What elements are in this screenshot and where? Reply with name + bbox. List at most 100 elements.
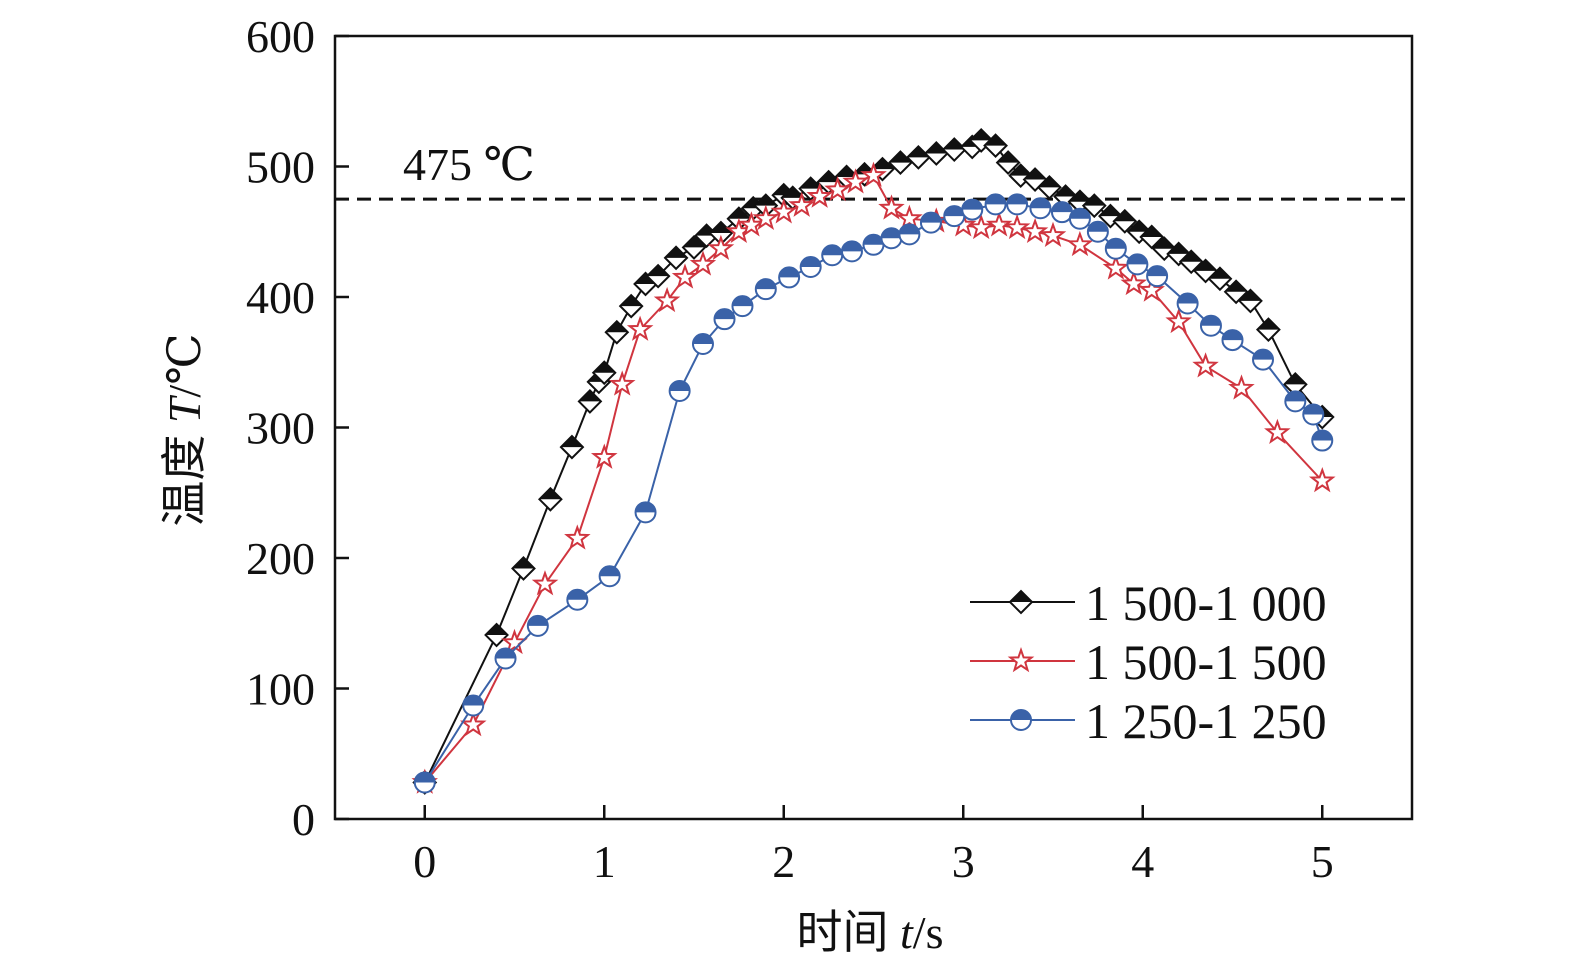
- data-point: [707, 234, 735, 260]
- data-point: [788, 191, 816, 217]
- y-tick-label: 0: [292, 794, 315, 845]
- data-point: [559, 434, 585, 460]
- data-point: [984, 193, 1007, 216]
- y-tick-label: 300: [246, 403, 315, 454]
- data-point: [842, 168, 869, 194]
- data-point: [860, 161, 887, 187]
- data-point: [1138, 276, 1165, 302]
- data-point: [806, 182, 833, 208]
- data-point: [501, 628, 528, 655]
- data-point: [484, 622, 509, 648]
- y-axis-label-var: T: [159, 394, 210, 423]
- data-point: [1102, 254, 1130, 280]
- data-point: [526, 614, 549, 637]
- data-point: [1007, 646, 1035, 673]
- x-tick-label: 4: [1131, 836, 1154, 887]
- data-point: [1120, 269, 1147, 296]
- data-point: [834, 164, 859, 190]
- data-point: [1008, 589, 1034, 615]
- legend-label: 1 500-1 500: [1085, 634, 1327, 690]
- data-point: [460, 711, 487, 737]
- legend-item: 1 500-1 000: [970, 575, 1327, 631]
- data-point: [1112, 208, 1138, 234]
- y-tick-label: 100: [246, 664, 315, 715]
- x-tick-label: 2: [772, 836, 795, 887]
- data-point: [821, 244, 844, 267]
- data-point: [967, 213, 995, 240]
- data-point: [591, 360, 617, 386]
- x-tick-label: 3: [952, 836, 975, 887]
- data-point: [1311, 429, 1334, 452]
- data-point: [799, 255, 822, 278]
- y-axis-label-prefix: 温度: [159, 423, 210, 527]
- data-point: [608, 370, 636, 396]
- x-axis-label-var: t: [900, 907, 914, 958]
- data-point: [537, 486, 563, 512]
- legend-item: 1 500-1 500: [970, 634, 1327, 690]
- data-point: [511, 556, 536, 581]
- data-point: [778, 266, 801, 289]
- data-point: [1308, 467, 1336, 493]
- data-point: [413, 771, 436, 794]
- data-point: [1207, 266, 1233, 292]
- data-point: [878, 194, 905, 220]
- data-point: [462, 694, 485, 717]
- data-point: [961, 198, 984, 221]
- x-tick-label: 5: [1311, 836, 1334, 887]
- data-point: [604, 319, 630, 345]
- series-1500-1500: [411, 161, 1336, 794]
- data-point: [898, 223, 921, 246]
- data-point: [618, 293, 644, 319]
- x-tick-label: 0: [413, 836, 436, 887]
- data-point: [941, 137, 967, 162]
- data-point: [626, 315, 654, 341]
- data-point: [653, 286, 681, 313]
- series-1500-1000: [412, 127, 1335, 795]
- data-point: [880, 227, 903, 250]
- data-point: [770, 198, 797, 224]
- y-tick-label: 400: [246, 272, 315, 323]
- data-point: [1252, 348, 1275, 371]
- data-point: [1104, 237, 1127, 260]
- data-point: [1029, 197, 1052, 220]
- data-point: [1021, 217, 1049, 243]
- data-point: [689, 250, 717, 276]
- data-point: [923, 141, 949, 166]
- data-point: [995, 150, 1021, 175]
- data-point: [1223, 279, 1249, 305]
- data-point: [663, 245, 689, 271]
- data-point: [738, 211, 765, 237]
- data-point: [1003, 213, 1031, 240]
- data-point: [566, 588, 589, 611]
- y-tick-label: 500: [246, 142, 315, 193]
- y-axis-label-unit: /℃: [159, 333, 210, 397]
- data-point: [824, 176, 851, 202]
- data-point: [905, 144, 931, 170]
- data-point: [564, 524, 591, 550]
- data-point: [598, 565, 621, 588]
- data-point: [1264, 418, 1291, 444]
- x-tick-label: 1: [593, 836, 616, 887]
- data-point: [681, 234, 707, 260]
- x-axis-label-prefix: 时间: [797, 907, 901, 958]
- x-axis-label: 时间 t/s: [797, 907, 944, 958]
- data-point: [752, 204, 780, 230]
- data-point: [1010, 709, 1032, 731]
- data-point: [919, 211, 942, 234]
- legend-item: 1 250-1 250: [970, 693, 1327, 749]
- data-point: [1126, 253, 1149, 276]
- data-point: [1139, 224, 1165, 250]
- data-point: [1255, 317, 1281, 343]
- data-point: [1221, 329, 1244, 352]
- data-point: [1081, 193, 1107, 219]
- data-point: [985, 211, 1013, 237]
- x-axis-label-unit: /s: [913, 907, 944, 958]
- series-1250-1250: [413, 193, 1334, 794]
- data-point: [645, 263, 671, 289]
- legend-label: 1 250-1 250: [1085, 693, 1327, 749]
- reference-line-label: 475 ℃: [403, 139, 535, 190]
- data-point: [731, 295, 754, 318]
- y-axis-label: 温度 T/℃: [159, 333, 210, 526]
- data-point: [1086, 220, 1109, 243]
